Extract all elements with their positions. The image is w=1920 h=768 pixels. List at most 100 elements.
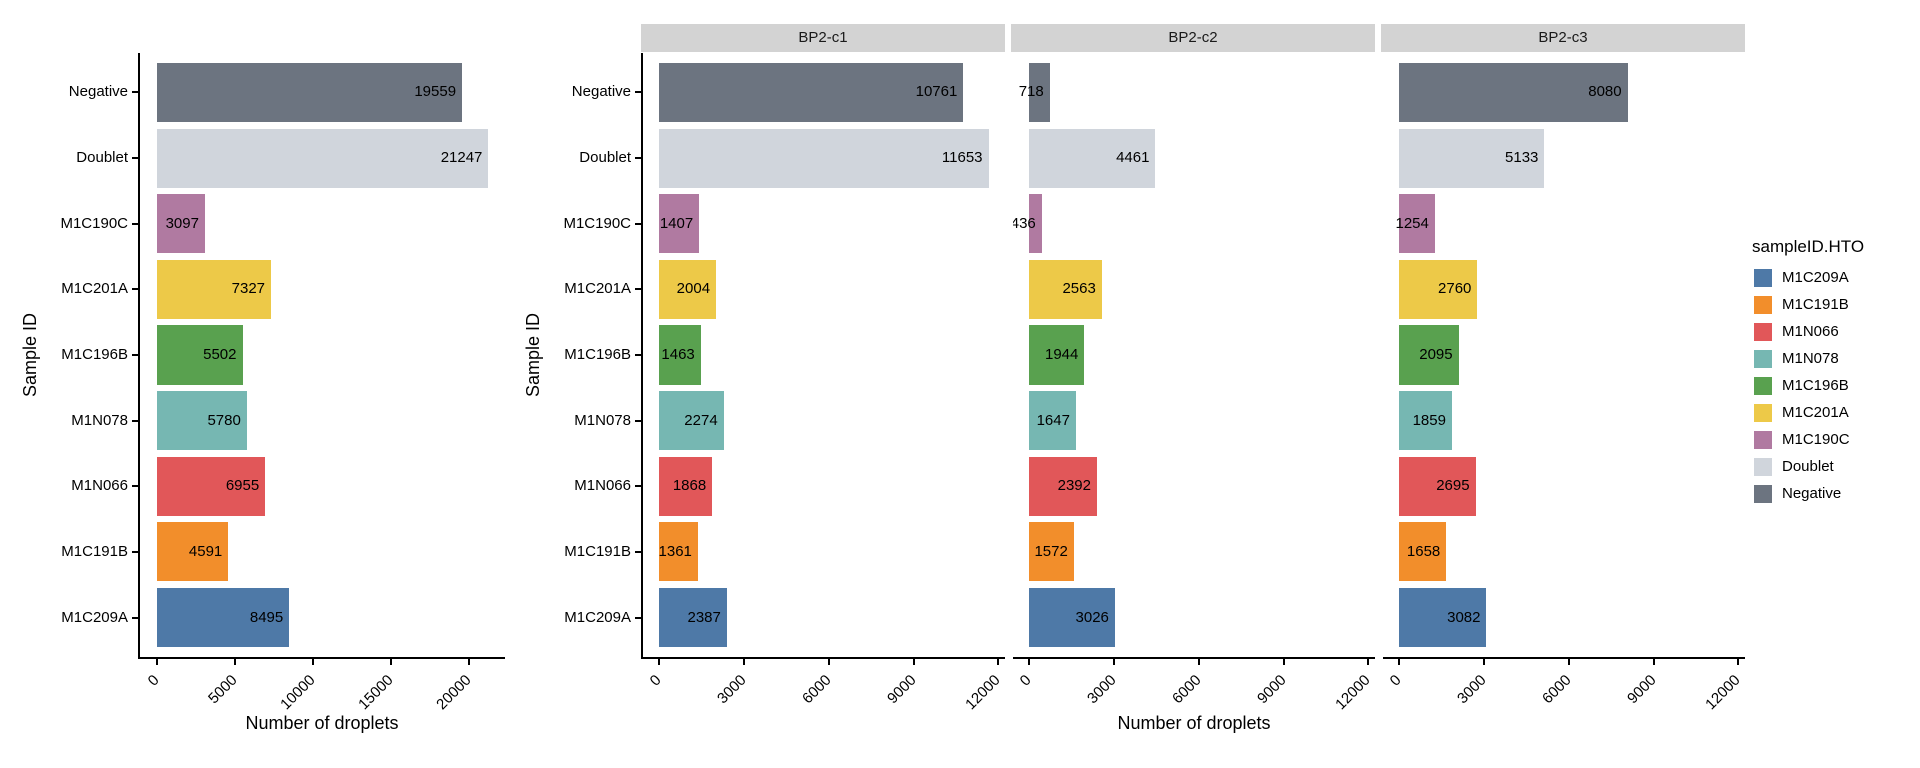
bar bbox=[659, 128, 989, 188]
y-tick-mark bbox=[635, 288, 641, 291]
y-tick-label: M1C191B bbox=[564, 542, 631, 560]
bar bbox=[1399, 325, 1459, 385]
plot-panel: 8080 5133 1254 2760 2095 1859 2695 1658 3082 bbox=[1383, 53, 1745, 657]
bar bbox=[1399, 194, 1435, 254]
x-tick-mark bbox=[1483, 659, 1486, 665]
bar-value-label: 2392 bbox=[1057, 477, 1091, 495]
x-tick-label: 0 bbox=[144, 671, 163, 690]
y-tick-label: M1N078 bbox=[574, 411, 631, 429]
legend-swatch bbox=[1754, 377, 1772, 395]
bar bbox=[1399, 588, 1487, 648]
x-tick-label: 6000 bbox=[798, 671, 835, 708]
bar bbox=[1399, 456, 1476, 516]
bar-value-label: 5780 bbox=[207, 411, 241, 429]
bar-value-label: 5133 bbox=[1505, 149, 1539, 167]
bar bbox=[659, 522, 698, 582]
y-tick-mark bbox=[132, 550, 138, 553]
y-tick-label: M1C196B bbox=[564, 346, 631, 363]
bar bbox=[659, 391, 724, 451]
bar bbox=[156, 522, 229, 582]
bar-value-label: 1361 bbox=[658, 542, 692, 560]
y-tick-mark bbox=[635, 222, 641, 225]
x-tick-label: 9000 bbox=[1623, 671, 1660, 708]
y-tick-label: M1C196B bbox=[61, 346, 128, 363]
bar bbox=[156, 259, 271, 319]
y-tick-mark bbox=[635, 550, 641, 553]
bar-value-label: 2274 bbox=[684, 411, 718, 429]
bar bbox=[1029, 194, 1042, 254]
bar bbox=[156, 128, 489, 188]
bar-value-label: 8495 bbox=[249, 608, 284, 626]
x-tick-mark bbox=[1652, 659, 1655, 665]
bar bbox=[1029, 259, 1102, 319]
legend-label: M1C190C bbox=[1782, 431, 1850, 448]
y-tick-mark bbox=[635, 91, 641, 94]
x-tick-label: 9000 bbox=[883, 671, 920, 708]
bar-value-label: 1647 bbox=[1036, 411, 1070, 429]
legend-swatch bbox=[1754, 458, 1772, 476]
bar-value-label: 2095 bbox=[1419, 346, 1453, 363]
plot-panel: 10761 11653 1407 2004 1463 2274 1868 1361 2387 bbox=[643, 53, 1005, 657]
x-axis-title-facets: Number of droplets bbox=[1117, 713, 1271, 733]
x-tick-mark bbox=[997, 659, 1000, 665]
bar bbox=[659, 62, 964, 122]
bar-value-label: 1254 bbox=[1395, 214, 1429, 232]
legend-label: M1N078 bbox=[1782, 350, 1839, 367]
legend-label: Negative bbox=[1782, 485, 1842, 502]
bar bbox=[1399, 259, 1478, 319]
x-tick-mark bbox=[311, 659, 314, 665]
y-axis-line bbox=[138, 53, 140, 659]
bar-value-label: 5502 bbox=[203, 346, 237, 363]
bar bbox=[156, 325, 243, 385]
x-tick-mark bbox=[912, 659, 915, 665]
bar-value-label: 19559 bbox=[414, 83, 457, 101]
bar-value-label: 1944 bbox=[1044, 346, 1079, 363]
y-tick-label: Doublet bbox=[579, 149, 631, 167]
x-tick-label: 0 bbox=[647, 671, 666, 690]
x-tick-mark bbox=[1567, 659, 1570, 665]
bar-value-label: 8080 bbox=[1588, 83, 1622, 101]
bar bbox=[659, 325, 701, 385]
bar-value-label: 11653 bbox=[941, 149, 983, 167]
bar-value-label: 1859 bbox=[1412, 411, 1446, 429]
x-tick-mark bbox=[658, 659, 661, 665]
x-tick-label: 12000 bbox=[1702, 671, 1744, 714]
x-axis-line bbox=[641, 657, 1005, 659]
y-tick-mark bbox=[635, 616, 641, 619]
bar bbox=[1399, 62, 1628, 122]
x-tick-mark bbox=[1398, 659, 1401, 665]
legend-label: M1C196B bbox=[1782, 377, 1849, 394]
bar-value-label: 1868 bbox=[672, 477, 707, 495]
y-axis-line bbox=[641, 53, 643, 659]
y-tick-mark bbox=[635, 157, 641, 160]
y-tick-mark bbox=[635, 419, 641, 422]
y-tick-label: M1C190C bbox=[563, 214, 631, 232]
bar bbox=[1029, 456, 1097, 516]
x-tick-mark bbox=[467, 659, 470, 665]
bar-value-label: 7327 bbox=[231, 280, 266, 298]
bar bbox=[1399, 391, 1452, 451]
y-tick-mark bbox=[132, 157, 138, 160]
legend-label: Doublet bbox=[1782, 458, 1834, 475]
y-tick-mark bbox=[132, 222, 138, 225]
y-tick-label: Negative bbox=[68, 83, 128, 101]
x-tick-mark bbox=[1282, 659, 1285, 665]
x-tick-mark bbox=[1197, 659, 1200, 665]
y-tick-mark bbox=[635, 485, 641, 488]
bar bbox=[659, 456, 713, 516]
bar-value-label: 2695 bbox=[1436, 477, 1470, 495]
x-tick-mark bbox=[389, 659, 392, 665]
bar-value-label: 1572 bbox=[1034, 542, 1068, 560]
x-tick-mark bbox=[1113, 659, 1116, 665]
bar bbox=[156, 588, 290, 648]
x-tick-mark bbox=[1367, 659, 1370, 665]
bar-value-label: 1463 bbox=[661, 346, 695, 363]
y-tick-label: M1C209A bbox=[61, 608, 128, 626]
bar-value-label: 2387 bbox=[687, 608, 721, 626]
x-tick-label: 3000 bbox=[1454, 671, 1490, 708]
y-tick-label: M1N066 bbox=[71, 477, 128, 495]
bar-value-label: 1407 bbox=[659, 214, 694, 232]
bar bbox=[156, 391, 247, 451]
legend-label: M1C209A bbox=[1782, 269, 1849, 286]
